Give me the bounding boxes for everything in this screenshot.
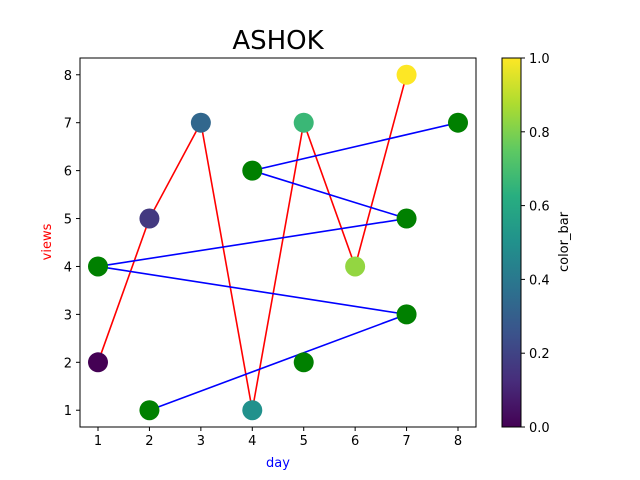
colorbar-ticks: 0.0 0.2 0.4 0.6 0.8 1.0 bbox=[521, 52, 550, 436]
colorbar-tick-label-0.0: 0.0 bbox=[529, 421, 550, 436]
axis-ticks: 1 2 3 4 5 6 7 8 1 2 3 4 5 6 7 8 bbox=[64, 69, 462, 449]
series-markers bbox=[88, 64, 468, 421]
x-tick-label-6: 6 bbox=[351, 434, 359, 449]
series-2-point-6 bbox=[448, 112, 468, 133]
colorbar bbox=[501, 57, 522, 428]
series-2-point-4 bbox=[396, 208, 417, 229]
y-tick-label-1: 1 bbox=[64, 404, 72, 419]
x-tick-label-3: 3 bbox=[197, 434, 205, 449]
y-tick-label-4: 4 bbox=[64, 260, 72, 275]
y-tick-label-2: 2 bbox=[64, 356, 72, 371]
colorbar-tick-label-1.0: 1.0 bbox=[529, 52, 550, 67]
x-tick-label-5: 5 bbox=[300, 434, 308, 449]
series-lines bbox=[97, 74, 459, 411]
series-1-point-2 bbox=[139, 208, 160, 229]
series-2-point-1 bbox=[139, 400, 160, 421]
y-tick-label-3: 3 bbox=[64, 308, 72, 323]
y-axis-label: views bbox=[40, 223, 55, 260]
series-2-point-7 bbox=[293, 352, 314, 373]
plot-frame bbox=[79, 57, 477, 428]
y-tick-label-6: 6 bbox=[64, 165, 72, 180]
y-tick-label-5: 5 bbox=[64, 213, 72, 228]
y-tick-label-8: 8 bbox=[64, 69, 72, 84]
y-tick-label-7: 7 bbox=[64, 117, 72, 132]
series-1-point-7 bbox=[396, 64, 417, 85]
colorbar-tick-label-0.6: 0.6 bbox=[529, 200, 550, 215]
x-tick-label-8: 8 bbox=[454, 434, 462, 449]
colorbar-tick-label-0.4: 0.4 bbox=[529, 273, 550, 288]
x-tick-label-2: 2 bbox=[145, 434, 153, 449]
series-2-point-5 bbox=[242, 160, 263, 181]
x-tick-label-4: 4 bbox=[248, 434, 256, 449]
series-1-point-4 bbox=[242, 400, 263, 421]
colorbar-tick-label-0.8: 0.8 bbox=[529, 126, 550, 141]
series-1-point-3 bbox=[190, 112, 211, 133]
series-2-line bbox=[97, 121, 459, 411]
series-1-point-5 bbox=[293, 112, 314, 133]
series-2-point-3 bbox=[88, 256, 108, 277]
x-axis-label: day bbox=[266, 456, 290, 471]
chart-title: ASHOK bbox=[232, 26, 324, 56]
series-2-point-2 bbox=[396, 304, 417, 325]
colorbar-label: color_bar bbox=[557, 211, 572, 272]
x-tick-label-7: 7 bbox=[402, 434, 410, 449]
colorbar-tick-label-0.2: 0.2 bbox=[529, 347, 550, 362]
series-1-point-1 bbox=[88, 352, 108, 373]
series-1-point-6 bbox=[345, 256, 366, 277]
x-tick-label-1: 1 bbox=[94, 434, 102, 449]
